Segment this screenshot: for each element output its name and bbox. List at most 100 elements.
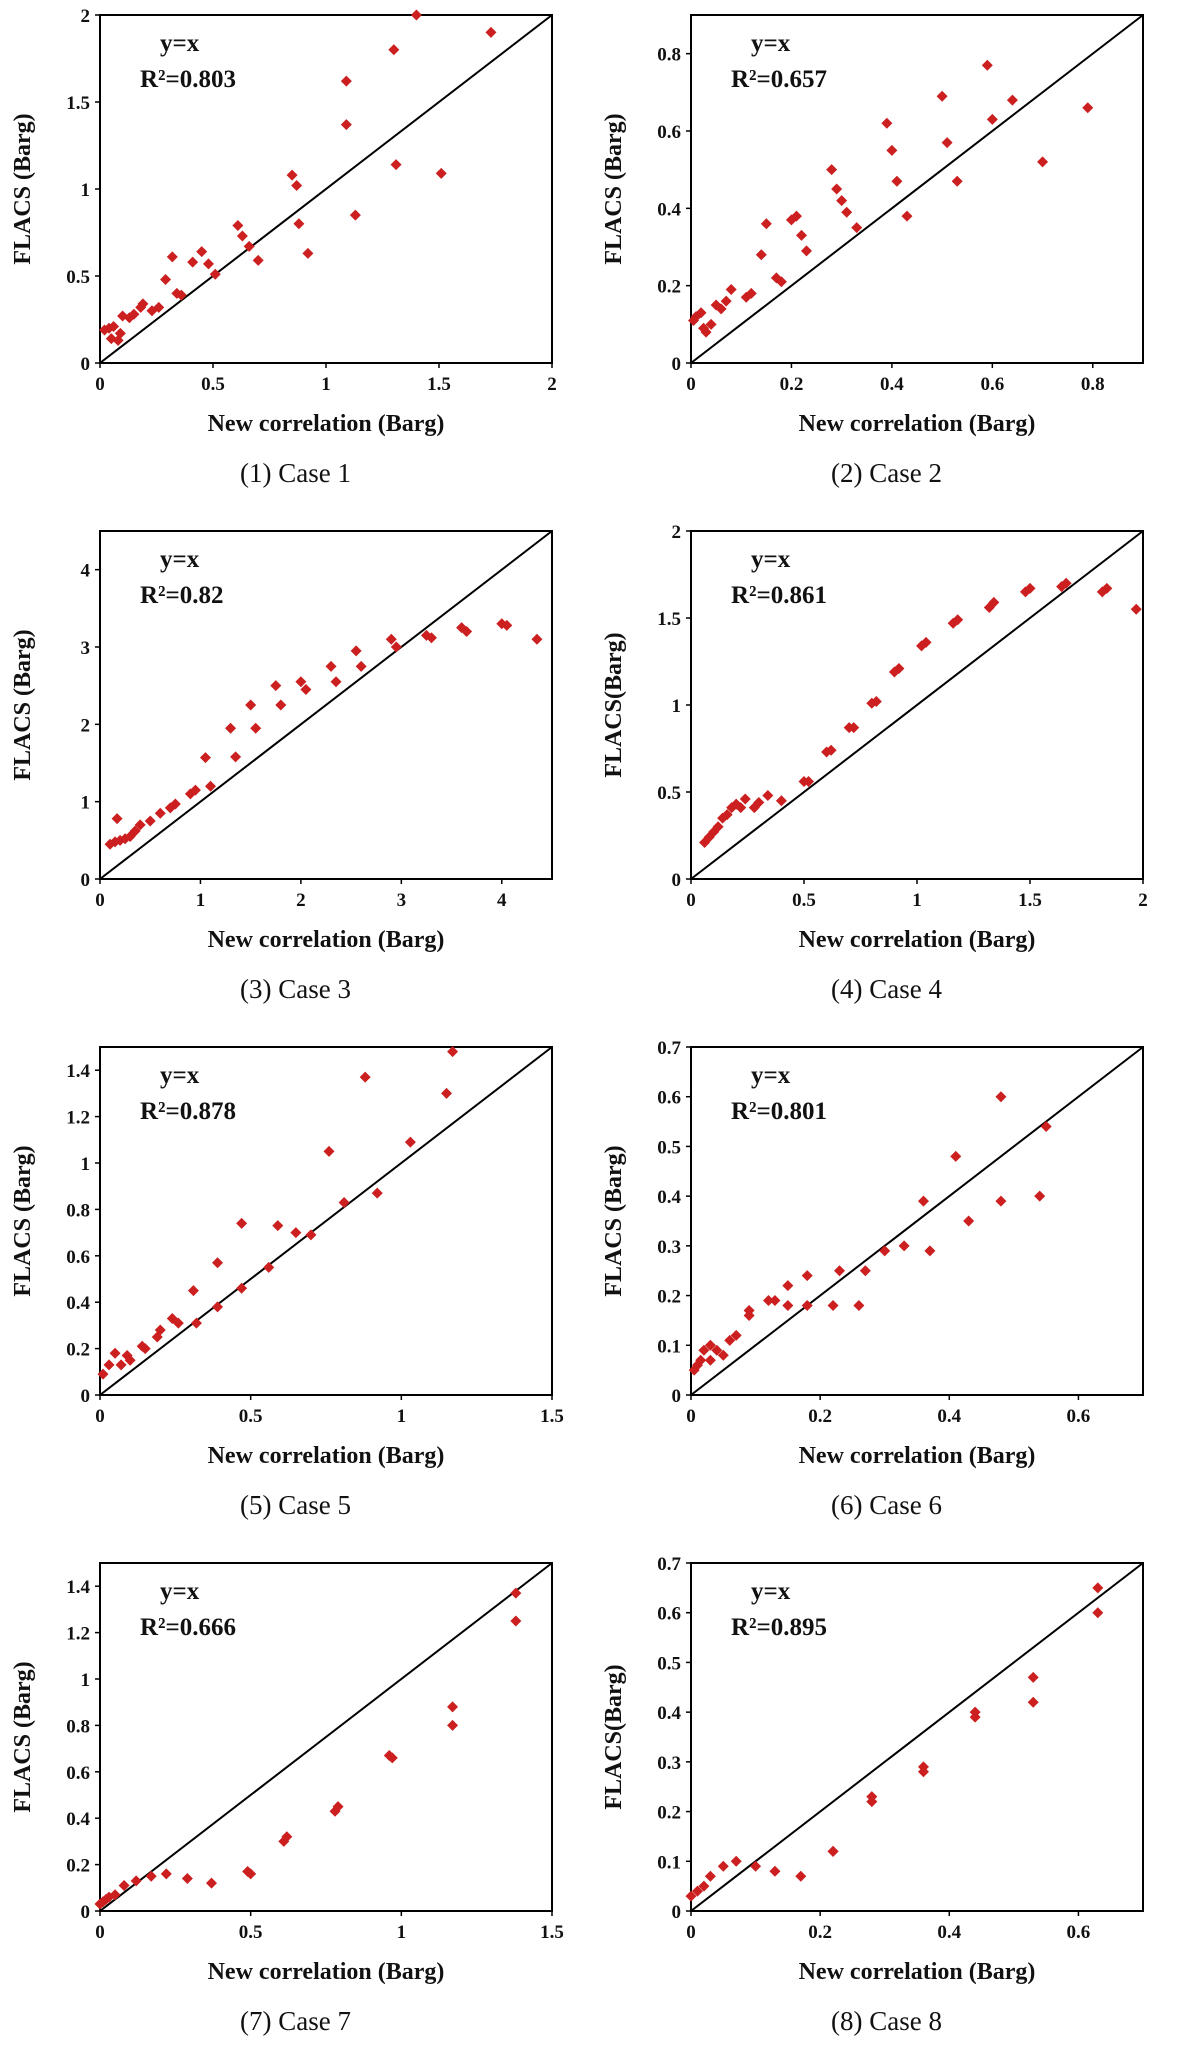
data-point <box>826 164 838 176</box>
data-point <box>760 218 772 230</box>
y-tick-label: 0.2 <box>66 1856 90 1877</box>
identity-annotation: y=x <box>751 30 791 57</box>
data-point <box>841 206 853 218</box>
data-point <box>134 819 146 831</box>
y-tick-label: 0.2 <box>657 1803 681 1824</box>
data-point <box>390 641 402 653</box>
data-point <box>404 1136 416 1148</box>
y-tick-label: 1 <box>81 793 91 814</box>
y-tick-label: 1.5 <box>657 609 681 630</box>
data-point <box>270 680 282 692</box>
data-point <box>1024 582 1036 594</box>
data-point <box>355 660 367 672</box>
y-tick-label: 1 <box>81 1154 91 1175</box>
y-axis-label: FLACS(Barg) <box>601 1664 627 1809</box>
scatter-plot: 0 0.5 1 1.5 0 0.2 0.4 0.6 0.8 1 1.2 1.4 New correlat… <box>10 1046 564 1469</box>
y-tick-label: 0 <box>672 1902 682 1923</box>
data-point <box>350 645 362 657</box>
data-point <box>1006 94 1018 106</box>
y-tick-label: 0 <box>81 1902 91 1923</box>
y-tick-label: 0.8 <box>66 1200 90 1221</box>
x-tick-label: 0.2 <box>808 1922 832 1943</box>
data-point <box>782 1280 794 1292</box>
r-squared-annotation: R²=0.895 <box>731 1614 827 1641</box>
data-point <box>762 789 774 801</box>
x-axis-label: New correlation (Barg) <box>208 411 445 437</box>
x-tick-label: 2 <box>547 374 557 395</box>
data-point <box>730 798 742 810</box>
x-tick-label: 0.5 <box>201 374 225 395</box>
data-point <box>720 295 732 307</box>
data-point <box>745 287 757 299</box>
data-point <box>212 1257 224 1269</box>
data-point <box>447 1046 459 1058</box>
data-point <box>703 831 715 843</box>
data-point <box>209 268 221 280</box>
y-tick-label: 3 <box>81 638 91 659</box>
y-tick-label: 1 <box>81 180 91 201</box>
y-tick-label: 0.8 <box>66 1716 90 1737</box>
x-tick-label: 1 <box>397 1922 407 1943</box>
x-tick-label: 0.6 <box>1067 1922 1091 1943</box>
data-point <box>891 175 903 187</box>
y-tick-label: 1.2 <box>66 1624 90 1645</box>
y-tick-label: 0.3 <box>657 1237 681 1258</box>
y-tick-label: 0.7 <box>657 1554 681 1575</box>
data-point <box>750 1860 762 1872</box>
data-point <box>153 301 165 313</box>
data-point <box>917 1195 929 1207</box>
data-point <box>721 809 733 821</box>
data-point <box>691 1885 703 1897</box>
panel-caption: (1) Case 1 <box>240 458 351 488</box>
data-point <box>305 1229 317 1241</box>
data-point <box>1060 577 1072 589</box>
data-point <box>695 1354 707 1366</box>
data-point <box>699 836 711 848</box>
data-point <box>359 1071 371 1083</box>
data-point <box>717 812 729 824</box>
data-point <box>293 218 305 230</box>
data-point <box>995 1195 1007 1207</box>
x-tick-label: 0 <box>686 1922 696 1943</box>
data-point <box>510 1587 522 1599</box>
y-tick-label: 0.4 <box>66 1293 90 1314</box>
x-tick-label: 4 <box>497 890 507 911</box>
data-point <box>338 1196 350 1208</box>
x-tick-label: 1.5 <box>540 1922 564 1943</box>
data-point <box>851 222 863 234</box>
data-point <box>340 75 352 87</box>
data-point <box>199 752 211 764</box>
y-tick-label: 0.5 <box>657 1653 681 1674</box>
data-point <box>139 1343 151 1355</box>
x-axis-label: New correlation (Barg) <box>799 1443 1036 1469</box>
data-point <box>291 180 303 192</box>
data-point <box>181 1873 193 1885</box>
x-axis-label: New correlation (Barg) <box>799 1959 1036 1985</box>
data-point <box>190 1317 202 1329</box>
y-tick-label: 2 <box>81 715 91 736</box>
data-point <box>704 1354 716 1366</box>
data-point <box>712 821 724 833</box>
chart-panel-case-8: 0 0.2 0.4 0.6 0 0.1 0.2 0.3 0.4 0.5 0.6 0.7 New corr… <box>591 1548 1182 2064</box>
x-axis-label: New correlation (Barg) <box>208 927 445 953</box>
data-point <box>866 1791 878 1803</box>
r-squared-annotation: R²=0.878 <box>140 1098 236 1125</box>
data-point <box>1027 1696 1039 1708</box>
x-tick-label: 0.5 <box>239 1406 263 1427</box>
data-point <box>1037 156 1049 168</box>
y-tick-label: 1 <box>672 696 682 717</box>
y-tick-label: 0.1 <box>657 1336 681 1357</box>
data-point <box>698 1344 710 1356</box>
data-point <box>290 1227 302 1239</box>
data-point <box>730 1329 742 1341</box>
data-point <box>704 1870 716 1882</box>
data-point <box>1096 586 1108 598</box>
plot-frame <box>99 1562 553 1912</box>
identity-annotation: y=x <box>751 1578 791 1605</box>
data-point <box>685 1890 697 1902</box>
data-point <box>836 195 848 207</box>
data-point <box>827 1300 839 1312</box>
y-tick-label: 1.2 <box>66 1108 90 1129</box>
y-tick-label: 0.2 <box>657 1287 681 1308</box>
data-point <box>154 807 166 819</box>
